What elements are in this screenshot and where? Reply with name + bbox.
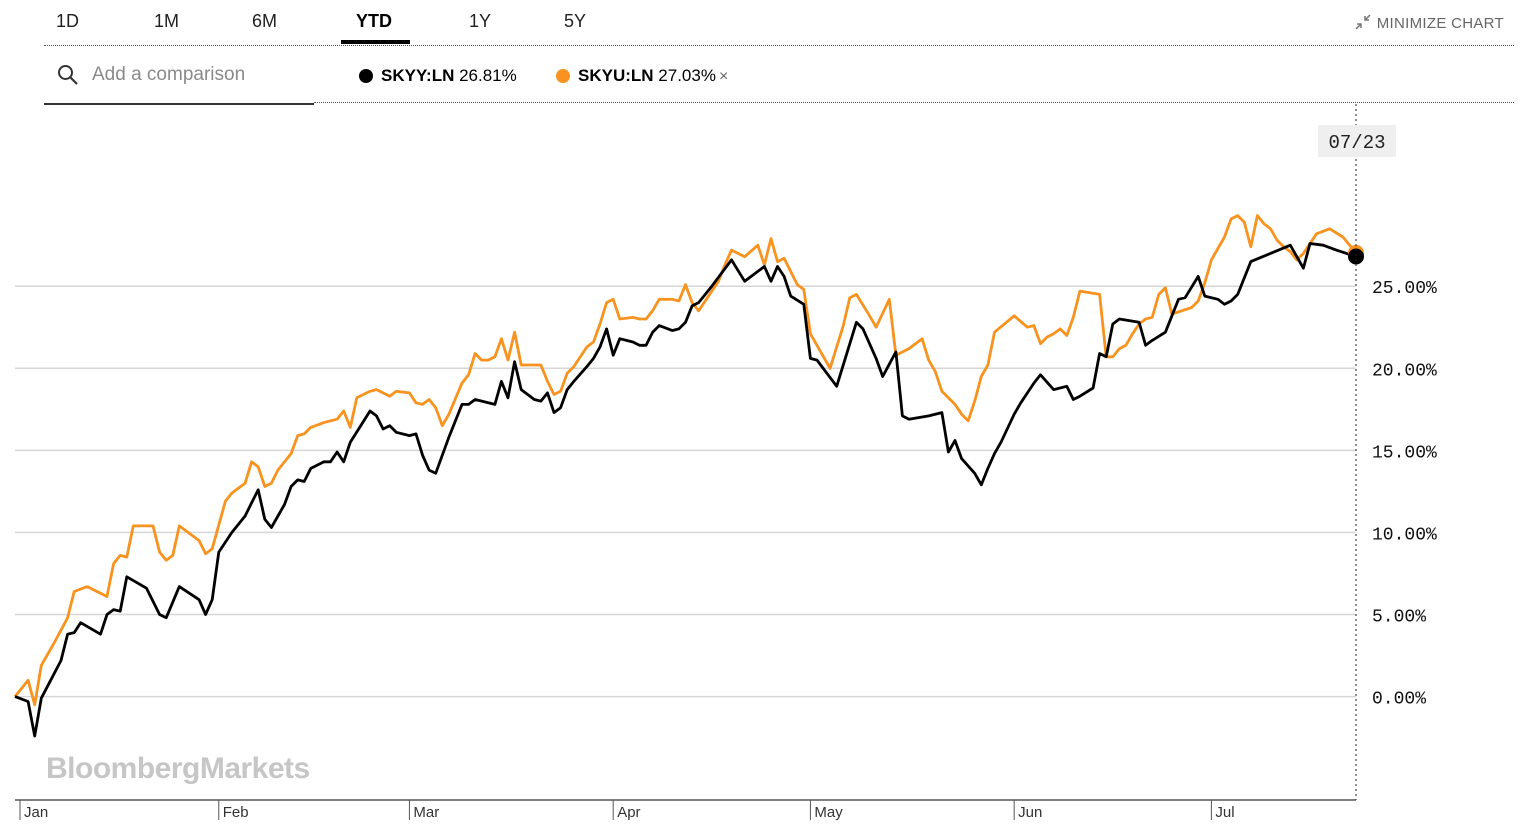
x-tick-label: Mar xyxy=(413,804,439,821)
legend-dot xyxy=(556,69,570,83)
legend-item-skyu: SKYU:LN 27.03% × xyxy=(556,66,728,86)
grid-lines xyxy=(15,285,1356,698)
search-icon xyxy=(58,65,78,85)
tab-1d[interactable]: 1D xyxy=(56,11,80,31)
y-tick-label: 20.00% xyxy=(1372,361,1437,381)
period-tabs: 1D 1M 6M YTD 1Y 5Y MINIMIZE CHART xyxy=(44,0,1514,46)
tab-1y[interactable]: 1Y xyxy=(469,11,492,31)
tab-6m[interactable]: 6M xyxy=(252,11,278,31)
legend-ticker: SKYY:LN xyxy=(381,66,455,85)
legend-value: 27.03% xyxy=(658,66,716,85)
bloomberg-markets-logo: BloombergMarkets xyxy=(46,752,310,785)
legend-value: 26.81% xyxy=(459,66,517,85)
active-tab-indicator xyxy=(341,40,410,44)
search-input[interactable] xyxy=(90,63,304,87)
series-line-skyy xyxy=(14,242,1357,738)
legend-item-skyy: SKYY:LN 26.81% xyxy=(359,66,517,86)
x-tick-label: May xyxy=(814,804,843,821)
minimize-chart-label: MINIMIZE CHART xyxy=(1376,15,1504,32)
date-cursor: 07/23 xyxy=(1318,104,1396,800)
tab-1m[interactable]: 1M xyxy=(154,11,180,31)
legend-ticker: SKYU:LN xyxy=(578,66,654,85)
tab-5y[interactable]: 5Y xyxy=(564,11,587,31)
minimize-chart-button[interactable]: MINIMIZE CHART xyxy=(1355,14,1504,32)
x-tick-label: Jun xyxy=(1018,804,1042,821)
minimize-icon xyxy=(1355,14,1371,30)
x-tick-label: Apr xyxy=(617,804,640,821)
tab-ytd[interactable]: YTD xyxy=(356,11,392,31)
y-tick-label: 15.00% xyxy=(1372,443,1437,463)
x-tick-label: Jul xyxy=(1215,804,1234,821)
y-tick-label: 10.00% xyxy=(1372,525,1437,545)
y-tick-label: 0.00% xyxy=(1372,690,1426,710)
y-tick-label: 5.00% xyxy=(1372,608,1426,628)
x-tick-label: Jan xyxy=(24,804,48,821)
x-axis: Jan Feb Mar Apr May Jun Jul xyxy=(15,799,1356,821)
legend-dot xyxy=(359,69,373,83)
series-end-marker-skyy xyxy=(1348,248,1364,265)
comparison-search xyxy=(44,55,314,105)
y-axis: 25.00% 20.00% 15.00% 10.00% 5.00% 0.00% xyxy=(1372,279,1437,709)
y-tick-label: 25.00% xyxy=(1372,279,1437,299)
legend-divider xyxy=(314,102,1514,103)
x-tick-label: Feb xyxy=(223,804,249,821)
series-lines xyxy=(13,214,1364,738)
cursor-date-label: 07/23 xyxy=(1328,132,1385,154)
remove-comparison-button[interactable]: × xyxy=(718,68,729,85)
series-line-skyu xyxy=(13,214,1358,707)
